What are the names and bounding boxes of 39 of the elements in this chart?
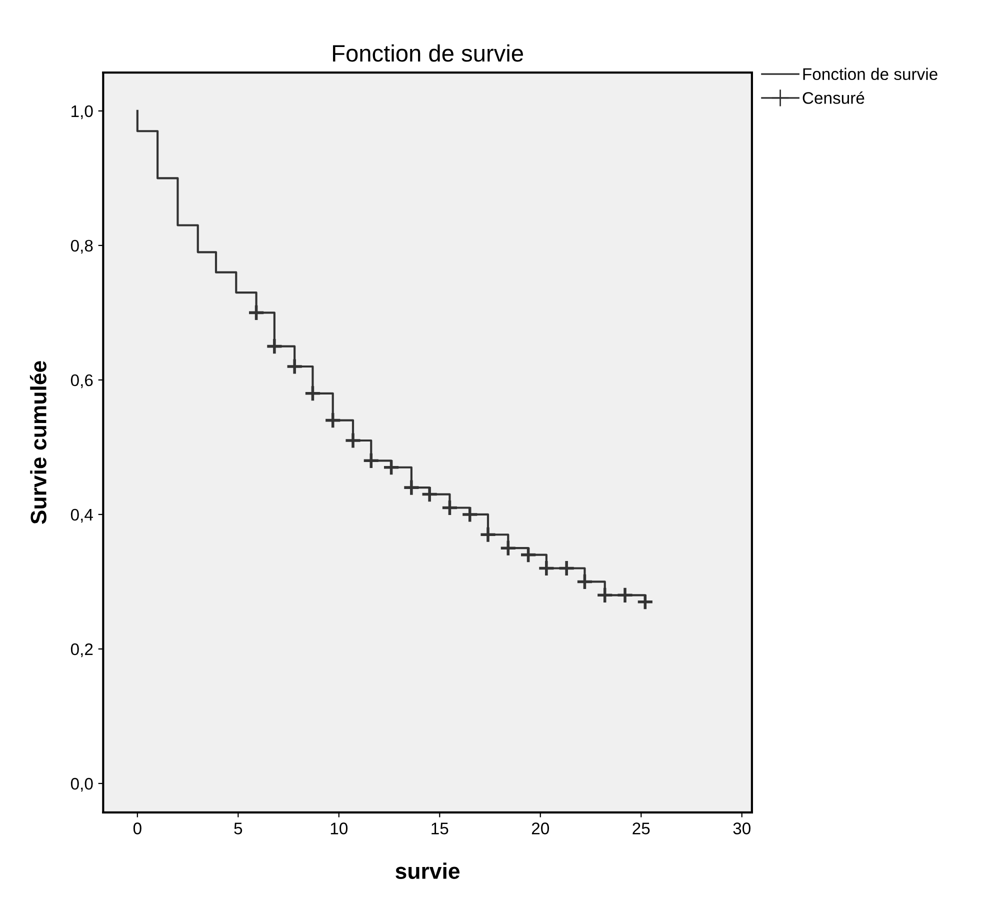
point — [461, 506, 479, 524]
point — [420, 486, 438, 503]
y-axis-title: Survie cumulée — [30, 361, 46, 524]
legend-label: Fonction de survie — [803, 68, 938, 80]
x-tick-label: 30 — [733, 822, 750, 834]
y-tick-label: 1,0 — [72, 105, 93, 120]
x-tick-label: 0 — [133, 822, 142, 834]
y-tick-label: 0,0 — [70, 778, 93, 792]
x-tick-label: 10 — [330, 822, 348, 834]
point — [362, 452, 380, 470]
x-tick-label: 5 — [234, 822, 242, 834]
point — [304, 384, 322, 402]
point — [558, 560, 576, 577]
point — [520, 546, 537, 564]
x-axis-title: survie — [396, 862, 460, 879]
chart-title: Fonction de survie — [333, 44, 523, 62]
point — [616, 586, 634, 604]
y-tick-label: 0,6 — [70, 374, 93, 388]
y-tick-label: 0,8 — [70, 240, 93, 254]
point — [324, 412, 342, 429]
x-tick-label: 25 — [632, 822, 650, 834]
y-tick-label: 0,2 — [70, 643, 93, 658]
legend-label: Censuré — [802, 91, 864, 104]
point — [576, 573, 594, 590]
point — [402, 478, 420, 496]
point — [382, 458, 400, 476]
point — [596, 586, 614, 604]
x-tick-label: 20 — [532, 822, 549, 834]
x-tick-label: 15 — [432, 822, 448, 834]
point — [636, 593, 654, 611]
point — [479, 526, 497, 544]
point — [266, 338, 284, 355]
point — [499, 539, 517, 557]
point — [344, 432, 362, 450]
y-tick-label: 0,4 — [70, 508, 93, 523]
point — [441, 499, 458, 516]
point — [286, 358, 304, 376]
point — [248, 304, 265, 322]
point — [538, 560, 556, 577]
